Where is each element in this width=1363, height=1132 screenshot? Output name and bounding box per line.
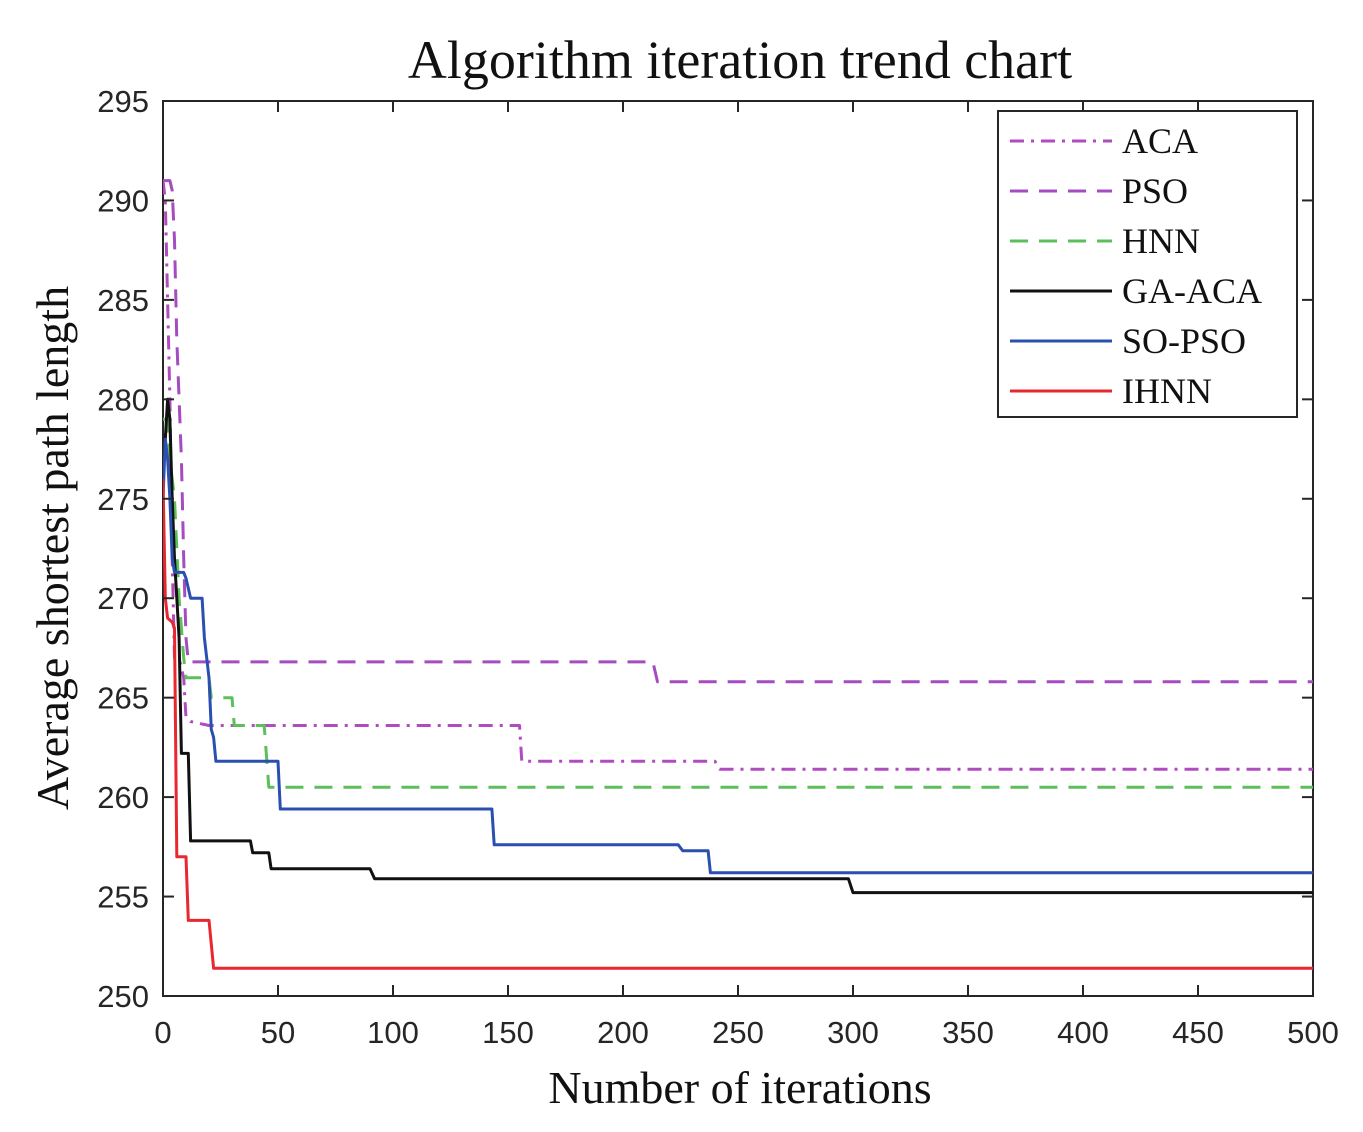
legend-label-so-pso: SO-PSO [1122, 321, 1246, 361]
series-line-hnn [163, 417, 1313, 789]
y-axis-title: Average shortest path length [27, 286, 78, 810]
series-line-ga-aca [163, 397, 1313, 895]
y-tick-label: 260 [97, 780, 149, 815]
x-tick-label: 150 [482, 1015, 534, 1050]
x-tick-label: 250 [712, 1015, 764, 1050]
y-tick-label: 285 [97, 283, 149, 318]
legend-label-aca: ACA [1122, 121, 1198, 161]
y-tick-label: 270 [97, 581, 149, 616]
legend-label-ga-aca: GA-ACA [1122, 271, 1262, 311]
y-tick-label: 250 [97, 979, 149, 1014]
legend-label-hnn: HNN [1122, 221, 1200, 261]
series-layer [163, 179, 1313, 970]
chart-title: Algorithm iteration trend chart [408, 30, 1072, 90]
y-tick-label: 265 [97, 681, 149, 716]
x-tick-label: 50 [261, 1015, 295, 1050]
legend-label-ihnn: IHNN [1122, 371, 1212, 411]
series-line-so-pso [163, 437, 1313, 875]
x-tick-label: 350 [942, 1015, 994, 1050]
y-tick-label: 255 [97, 880, 149, 915]
y-tick-label: 295 [97, 84, 149, 119]
y-tick-label: 290 [97, 183, 149, 218]
y-tick-label: 275 [97, 482, 149, 517]
series-line-ihnn [163, 478, 1313, 970]
legend-box [997, 110, 1298, 418]
x-tick-label: 100 [367, 1015, 419, 1050]
x-tick-label: 400 [1057, 1015, 1109, 1050]
x-axis-ticks: 0 50 100 150 200 250 300 350 400 450 500 [154, 101, 1339, 1050]
series-line-pso [163, 179, 1313, 684]
x-tick-label: 500 [1287, 1015, 1339, 1050]
y-axis-ticks: 250 255 260 265 270 275 280 285 290 295 [97, 84, 1313, 1014]
x-tick-label: 300 [827, 1015, 879, 1050]
legend-label-pso: PSO [1122, 171, 1188, 211]
x-tick-label: 0 [154, 1015, 171, 1050]
x-tick-label: 450 [1172, 1015, 1224, 1050]
x-tick-label: 200 [597, 1015, 649, 1050]
y-tick-label: 280 [97, 382, 149, 417]
legend: ACA PSO HNN GA-ACA SO-PSO IHNN [997, 110, 1298, 418]
x-axis-title: Number of iterations [548, 1062, 931, 1113]
